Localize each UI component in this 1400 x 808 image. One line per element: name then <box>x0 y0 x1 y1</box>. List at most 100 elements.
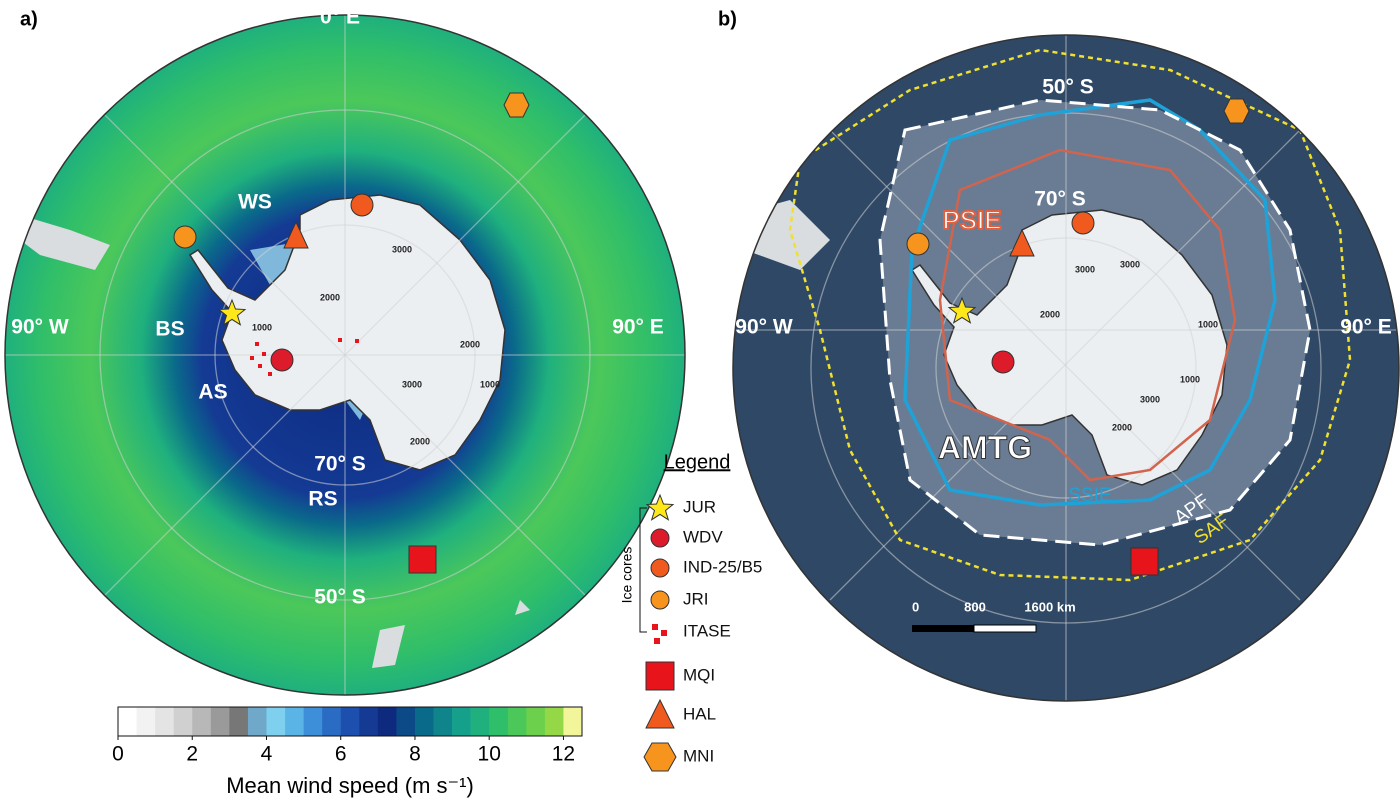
south-america <box>20 215 110 270</box>
lon-label: 0° E <box>1040 6 1080 29</box>
legend-label: HAL <box>683 704 716 723</box>
colorbar-swatch <box>433 707 453 736</box>
colorbar-swatch <box>229 707 249 736</box>
colorbar-swatch <box>192 707 212 736</box>
colorbar-tick-label: 12 <box>552 743 575 766</box>
hal-marker <box>1009 228 1035 257</box>
legend-label: ITASE <box>683 621 731 640</box>
contour-label: 1000 <box>252 322 272 332</box>
legend-label: MQI <box>683 665 715 684</box>
contour-label: 3000 <box>392 244 412 254</box>
contour-label: 3000 <box>1140 394 1160 404</box>
panel-label: b) <box>718 8 737 30</box>
colorbar-swatch <box>266 707 286 736</box>
legend-icons <box>643 493 677 772</box>
panel-a-map <box>5 15 685 695</box>
scale-label: 800 <box>964 599 986 614</box>
colorbar-swatch <box>452 707 471 736</box>
contour-label: 2000 <box>320 292 340 302</box>
contour-label: 2000 <box>410 436 430 446</box>
region-label: BS <box>155 318 184 341</box>
apf-line <box>878 98 1312 547</box>
colorbar-swatch <box>303 707 323 736</box>
panel-b-map <box>733 35 1399 701</box>
site-markers <box>173 92 530 574</box>
island <box>372 600 530 668</box>
wdv-marker <box>991 350 1015 374</box>
legend-title: Legend <box>664 451 731 473</box>
colorbar-tick-label: 4 <box>261 743 273 766</box>
mqi-marker <box>408 545 437 574</box>
lat-label: 50° S <box>1042 76 1094 99</box>
amtg-label: AMTG <box>938 429 1032 465</box>
map-border <box>4 14 686 696</box>
mqi-marker <box>1130 547 1159 576</box>
contour-label: 1000 <box>480 379 500 389</box>
legend-label: IND-25/B5 <box>683 557 762 576</box>
colorbar-swatch <box>359 707 379 736</box>
lon-label: 90° W <box>11 316 69 339</box>
contour-label: 3000 <box>1120 259 1140 269</box>
legend-items: JUR WDV IND-25/B5 JRI ITASE MQI HAL MNI <box>683 497 762 765</box>
contour-label: 2000 <box>1040 309 1060 319</box>
lat-label: 70° S <box>314 453 366 476</box>
ind-marker <box>350 193 374 217</box>
mni-marker <box>503 92 530 118</box>
colorbar-swatch <box>396 707 416 736</box>
colorbar-swatch <box>322 707 342 736</box>
saf-line <box>788 48 1352 582</box>
colorbar-swatch <box>136 707 156 736</box>
colorbar-swatch <box>118 707 137 736</box>
site-markers <box>906 98 1250 576</box>
colorbar-swatch <box>210 707 230 736</box>
legend-label: MNI <box>683 746 714 765</box>
lon-label: 90° E <box>612 316 664 339</box>
lon-label: 0° E <box>320 6 360 29</box>
ssie-label: SSIE <box>1068 485 1111 506</box>
lat-label: 70° S <box>1034 188 1086 211</box>
legend-label: JRI <box>683 589 709 608</box>
wdv-marker <box>270 348 294 372</box>
jri-marker <box>173 225 197 249</box>
scale-bar <box>912 625 974 632</box>
colorbar-frame <box>117 706 583 737</box>
mni-marker <box>1223 98 1250 124</box>
colorbar-swatch <box>247 707 267 736</box>
colorbar-tick-label: 2 <box>186 743 198 766</box>
colorbar-swatch <box>563 707 583 736</box>
psie-line <box>938 148 1237 482</box>
colorbar-swatch <box>285 707 304 736</box>
contour-label: 1000 <box>1180 374 1200 384</box>
colorbar-swatch <box>526 707 546 736</box>
itase-markers <box>250 338 359 376</box>
contour-label: 2000 <box>460 339 480 349</box>
legend-bracket <box>639 507 647 633</box>
hal-marker <box>283 220 309 249</box>
colorbar-swatch <box>544 707 564 736</box>
lat-label: 50° S <box>314 586 366 609</box>
colorbar-tick-label: 0 <box>112 743 124 766</box>
jur-marker <box>217 298 247 326</box>
region-label: RS <box>308 488 337 511</box>
region-label: WS <box>238 191 272 214</box>
legend-group: Ice cores <box>619 547 635 604</box>
colorbar-label: Mean wind speed (m s⁻¹) <box>226 773 474 798</box>
map-border <box>732 34 1400 702</box>
psie-label: PSIE <box>942 205 1001 235</box>
colorbar-swatch <box>414 707 434 736</box>
region-label: AS <box>198 381 227 404</box>
contour-label: 3000 <box>402 379 422 389</box>
ind-marker <box>1071 211 1095 235</box>
jur-marker <box>947 296 977 324</box>
colorbar-swatch <box>173 707 193 736</box>
jri-marker <box>906 232 930 256</box>
colorbar-swatch <box>507 707 527 736</box>
graticule <box>5 15 685 695</box>
colorbar-swatch <box>340 707 360 736</box>
contour-label: 2000 <box>1112 422 1132 432</box>
colorbar-swatch <box>489 707 509 736</box>
lon-label: 90° W <box>735 316 793 339</box>
panel-label: a) <box>20 8 38 30</box>
